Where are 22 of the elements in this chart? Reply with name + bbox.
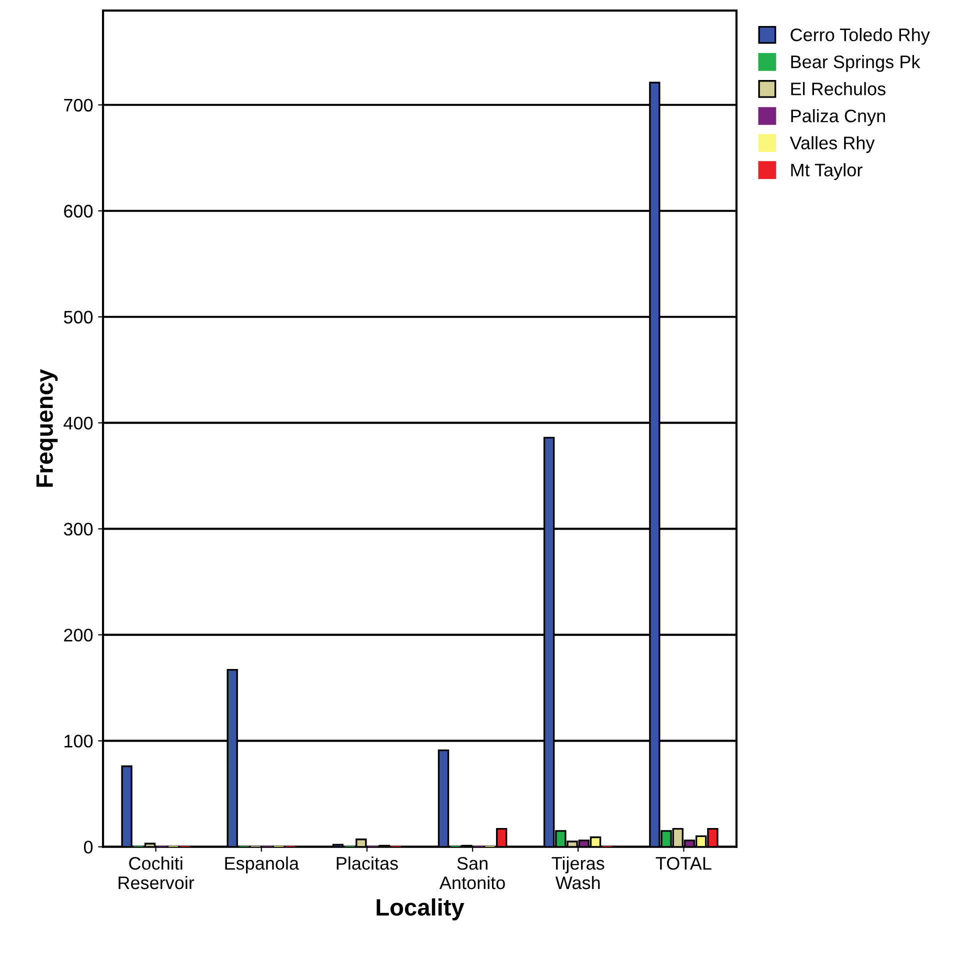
legend-label: Cerro Toledo Rhy — [790, 28, 930, 45]
x-tick-label: Espanola — [225, 856, 300, 874]
y-tick-label: 100 — [64, 734, 93, 748]
legend-label: Valles Rhy — [790, 136, 875, 153]
y-axis-title: Frequency — [36, 369, 58, 487]
y-tick-label: 700 — [64, 98, 93, 112]
legend-label: Paliza Cnyn — [791, 109, 885, 126]
y-tick-label: 400 — [64, 416, 93, 430]
x-tick-label: Placitas — [336, 856, 398, 870]
x-tick-label: San Antonito — [439, 856, 505, 890]
y-tick-label: 200 — [64, 628, 93, 642]
y-tick-label: 500 — [64, 310, 93, 324]
x-axis-title: Locality — [376, 898, 464, 920]
y-tick-label: 300 — [64, 522, 93, 536]
y-tick-label: 0 — [84, 840, 93, 854]
x-tick-label: Cochiti Reservoir — [118, 856, 194, 890]
y-tick-label: 600 — [64, 204, 93, 218]
legend-label: Mt Taylor — [791, 163, 862, 180]
legend-label: Bear Springs Pk — [791, 55, 920, 72]
x-tick-label: Tijeras Wash — [552, 856, 604, 890]
x-tick-label: TOTAL — [656, 856, 712, 870]
legend-label: El Rechulos — [791, 82, 886, 96]
